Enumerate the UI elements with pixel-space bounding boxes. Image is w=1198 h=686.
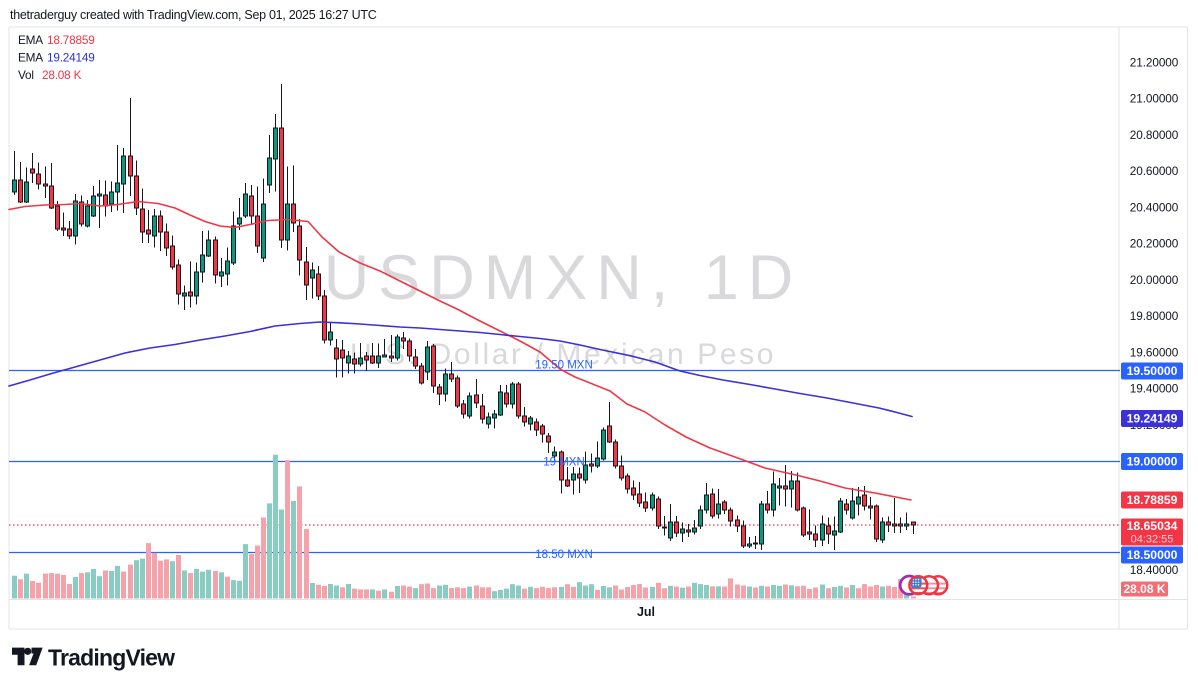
svg-text:20.00000: 20.00000 xyxy=(1130,273,1179,287)
svg-text:21.20000: 21.20000 xyxy=(1130,55,1179,69)
svg-text:19.80000: 19.80000 xyxy=(1130,309,1179,323)
svg-text:28.08 K: 28.08 K xyxy=(1123,582,1165,596)
svg-text:18.50000: 18.50000 xyxy=(1127,548,1178,562)
svg-text:18.78859: 18.78859 xyxy=(47,33,95,47)
svg-text:20.60000: 20.60000 xyxy=(1130,164,1179,178)
svg-text:18.78859: 18.78859 xyxy=(1127,493,1178,507)
svg-text:USDMXN, 1D: USDMXN, 1D xyxy=(324,243,803,313)
svg-text:20.20000: 20.20000 xyxy=(1130,237,1179,251)
svg-text:Vol: Vol xyxy=(18,68,34,82)
svg-text:19.60000: 19.60000 xyxy=(1130,345,1179,359)
svg-text:EMA: EMA xyxy=(18,33,43,47)
svg-text:EMA: EMA xyxy=(18,51,43,65)
svg-text:18.50 MXN: 18.50 MXN xyxy=(535,549,593,561)
svg-text:18.40000: 18.40000 xyxy=(1130,563,1179,577)
svg-text:19.00000: 19.00000 xyxy=(1127,455,1178,469)
svg-text:Jul: Jul xyxy=(637,605,655,619)
svg-text:28.08 K: 28.08 K xyxy=(42,68,82,82)
svg-text:20.80000: 20.80000 xyxy=(1130,128,1179,142)
svg-text:21.00000: 21.00000 xyxy=(1130,92,1179,106)
svg-text:19.24149: 19.24149 xyxy=(47,51,95,65)
svg-text:04:32:55: 04:32:55 xyxy=(1131,534,1174,546)
svg-text:TradingView: TradingView xyxy=(48,644,175,670)
svg-text:19.50 MXN: 19.50 MXN xyxy=(535,360,593,372)
svg-text:20.40000: 20.40000 xyxy=(1130,200,1179,214)
svg-text:18.65034: 18.65034 xyxy=(1127,519,1178,533)
svg-text:19.24149: 19.24149 xyxy=(1127,412,1178,426)
svg-text:thetraderguy created with Trad: thetraderguy created with TradingView.co… xyxy=(10,8,377,22)
svg-text:19.40000: 19.40000 xyxy=(1130,382,1179,396)
svg-text:19 MXN: 19 MXN xyxy=(543,457,585,469)
svg-text:19.50000: 19.50000 xyxy=(1127,364,1178,378)
